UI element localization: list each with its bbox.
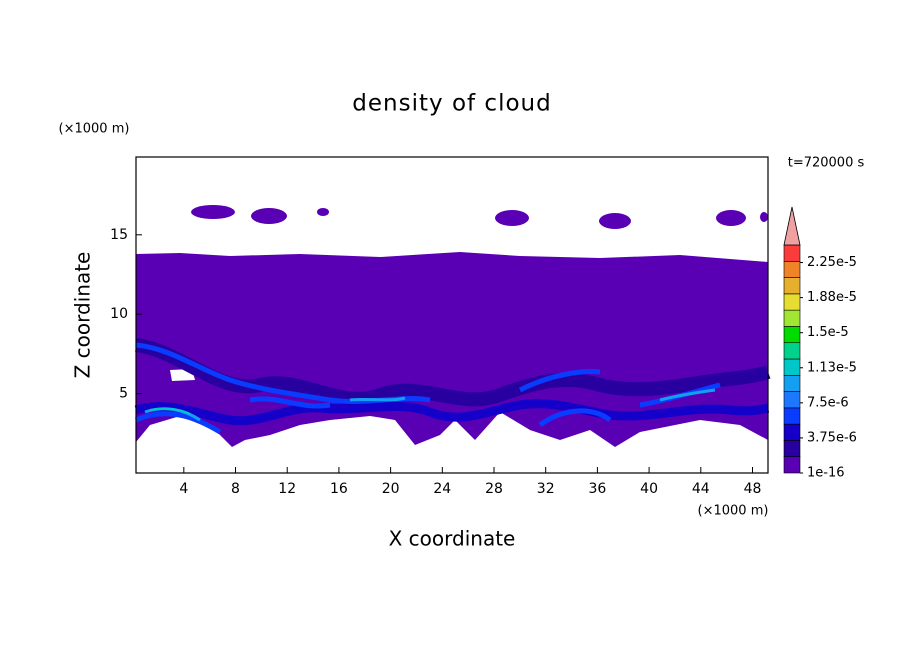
colorbar-label: 7.5e-6 [807,395,849,410]
y-tick-label: 5 [119,386,128,402]
cloud-blob [317,208,329,216]
contour-field [134,205,771,447]
colorbar-label: 2.25e-5 [807,255,857,270]
colorbar-segment [783,260,801,278]
colorbar-segment [783,456,801,474]
x-tick-label: 44 [692,481,710,497]
x-tick-label: 4 [179,481,188,497]
x-tick-label: 32 [537,481,555,497]
colorbar-segment [783,309,801,327]
y-tick-label: 10 [110,306,128,322]
cloud-blob [251,208,287,224]
colorbar-segment [783,277,801,295]
y-tick-label: 15 [110,227,128,243]
x-tick-label: 24 [433,481,451,497]
colorbar-label: 1.88e-5 [807,290,857,305]
x-tick-label: 20 [382,481,400,497]
colorbar-segment [783,407,801,425]
colorbar-segment [783,374,801,392]
colorbar-segment [783,326,801,344]
cloud-blob [760,212,768,222]
colorbar-extend [783,206,801,246]
cloud-blob [191,205,235,219]
cloud-blob [495,210,529,226]
x-tick-label: 48 [744,481,762,497]
x-tick-label: 40 [640,481,658,497]
x-tick-label: 28 [485,481,503,497]
cloud-band [134,399,770,426]
colorbar-segment [783,342,801,360]
x-axis-title: X coordinate [389,527,516,551]
colorbar-segment [783,391,801,409]
colorbar-segment [783,423,801,441]
colorbar-label: 1.5e-5 [807,325,849,340]
chart-title: density of cloud [352,91,551,117]
colorbar-label: 1e-16 [807,466,845,481]
colorbar-segment [783,358,801,376]
y-unit: (×1000 m) [59,122,130,137]
cloud-core [149,407,191,415]
colorbar-label: 1.13e-5 [807,360,857,375]
x-tick-label: 8 [231,481,240,497]
plot-frame [135,156,769,474]
cloud-region [136,252,768,447]
colorbar-segment [783,244,801,262]
colorbar-label: 3.75e-6 [807,430,857,445]
x-tick-label: 36 [588,481,606,497]
x-tick-label: 16 [330,481,348,497]
x-unit: (×1000 m) [698,504,769,519]
colorbar-segment [783,293,801,311]
cloud-blob [599,213,631,229]
x-tick-label: 12 [278,481,296,497]
colorbar-segment [783,440,801,458]
cloud-blob [716,210,746,226]
time-label: t=720000 s [788,156,865,171]
y-axis-title: Z coordinate [71,252,95,379]
